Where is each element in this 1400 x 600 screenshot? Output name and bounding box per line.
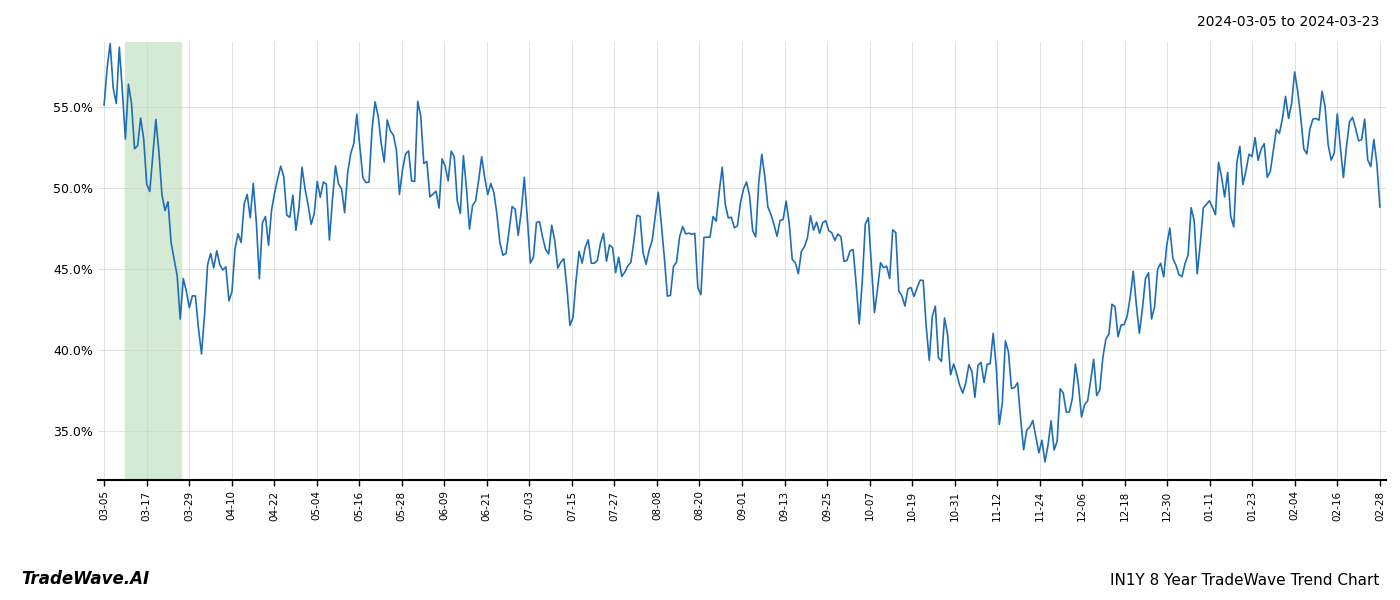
Text: TradeWave.AI: TradeWave.AI (21, 570, 150, 588)
Bar (126, 42, 181, 480)
Text: IN1Y 8 Year TradeWave Trend Chart: IN1Y 8 Year TradeWave Trend Chart (1110, 573, 1379, 588)
Text: 2024-03-05 to 2024-03-23: 2024-03-05 to 2024-03-23 (1197, 15, 1379, 29)
